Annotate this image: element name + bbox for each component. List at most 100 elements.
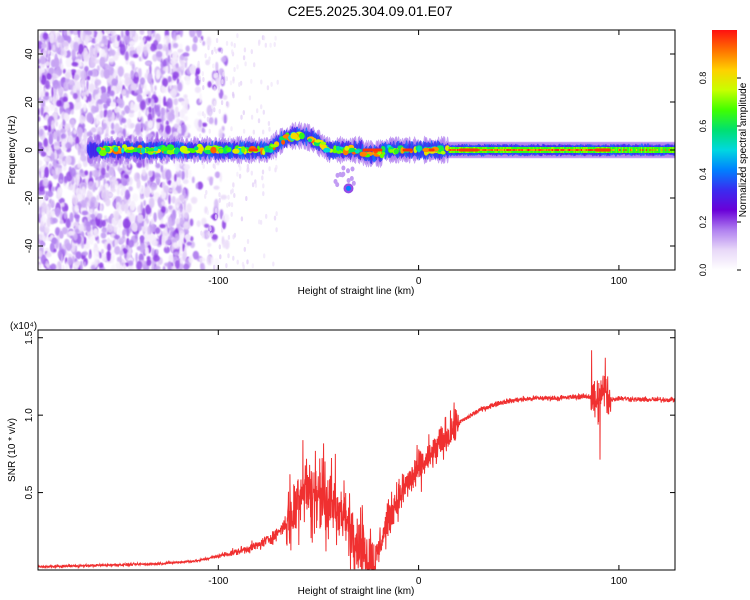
noise-speckle	[236, 33, 239, 39]
strong-line-core	[594, 149, 596, 151]
noise-speckle	[170, 181, 177, 189]
noise-speckle	[219, 254, 222, 260]
noise-speckle	[172, 71, 179, 79]
noise-speckle	[45, 60, 50, 67]
noise-speckle	[116, 187, 120, 196]
strong-line-segment	[657, 147, 660, 153]
noise-speckle	[62, 41, 69, 47]
noise-speckle	[172, 42, 179, 49]
noise-speckle	[150, 182, 158, 191]
noise-speckle	[130, 101, 135, 111]
noise-speckle	[94, 79, 102, 86]
noise-speckle	[75, 81, 82, 91]
noise-speckle	[110, 122, 115, 130]
noise-speckle	[192, 250, 199, 260]
noise-speckle	[108, 109, 113, 115]
noise-speckle	[39, 101, 42, 106]
spectrogram-ytick-label: 40	[24, 48, 35, 60]
strong-line-core	[665, 149, 667, 151]
noise-speckle	[55, 121, 58, 127]
noise-speckle	[250, 114, 254, 120]
noise-speckle	[220, 100, 224, 106]
noise-speckle	[45, 91, 49, 97]
noise-speckle	[128, 260, 134, 266]
noise-speckle	[70, 247, 76, 253]
noise-speckle	[46, 73, 52, 80]
noise-speckle	[73, 41, 79, 52]
noise-speckle	[139, 77, 146, 85]
strong-line-core	[528, 149, 530, 151]
noise-speckle	[64, 123, 70, 132]
strong-line-core	[488, 149, 490, 151]
band-blob	[307, 138, 312, 142]
band-blob	[314, 139, 321, 143]
noise-speckle	[227, 194, 230, 200]
lower-trail-speckle	[351, 180, 356, 186]
noise-speckle	[230, 211, 233, 217]
noise-speckle	[226, 202, 229, 208]
band-blob	[160, 147, 168, 151]
noise-speckle	[163, 96, 167, 107]
noise-speckle	[181, 125, 186, 136]
band-blob	[166, 149, 175, 155]
noise-speckle	[109, 90, 115, 97]
band-blob	[335, 145, 341, 151]
noise-speckle	[220, 48, 224, 54]
noise-speckle	[57, 250, 63, 259]
noise-speckle	[89, 56, 97, 68]
noise-speckle	[88, 83, 96, 93]
noise-speckle	[115, 201, 121, 212]
strong-line-core	[579, 149, 582, 151]
noise-speckle	[231, 91, 235, 97]
strong-line-core	[502, 149, 505, 151]
noise-speckle	[86, 238, 92, 245]
strong-line-core	[541, 149, 543, 151]
strong-line-segment	[640, 147, 643, 153]
noise-speckle	[179, 194, 185, 202]
noise-speckle	[125, 30, 130, 37]
noise-speckle	[95, 115, 100, 125]
noise-speckle	[43, 156, 51, 162]
noise-speckle	[207, 230, 211, 236]
noise-speckle	[197, 60, 200, 66]
noise-speckle	[136, 179, 141, 189]
noise-speckle	[139, 35, 143, 41]
noise-speckle	[69, 212, 74, 223]
noise-speckle	[130, 200, 136, 211]
noise-speckle	[130, 83, 137, 91]
noise-speckle	[250, 78, 253, 84]
noise-speckle	[207, 248, 210, 254]
strong-line-core	[514, 149, 517, 151]
noise-speckle	[260, 79, 263, 85]
strong-line-core	[584, 149, 587, 151]
noise-speckle	[189, 236, 194, 242]
noise-speckle	[203, 113, 206, 119]
noise-speckle	[151, 107, 155, 119]
strong-line-core	[631, 149, 633, 151]
noise-speckle	[46, 217, 51, 228]
noise-speckle	[120, 30, 124, 38]
noise-speckle	[40, 91, 46, 97]
strong-line-segment	[615, 147, 618, 153]
noise-speckle	[273, 215, 277, 221]
band-blob	[262, 149, 266, 156]
noise-speckle	[50, 263, 57, 270]
strong-line-core	[516, 149, 518, 151]
noise-speckle	[210, 256, 214, 266]
noise-speckle	[53, 130, 57, 139]
strong-line-core	[448, 149, 451, 151]
noise-speckle	[223, 114, 227, 124]
noise-speckle	[243, 246, 246, 252]
strong-line-core	[500, 149, 502, 151]
noise-speckle	[83, 242, 90, 250]
noise-speckle	[96, 213, 101, 220]
strong-line-core	[452, 149, 454, 151]
noise-speckle	[175, 30, 180, 34]
noise-speckle	[99, 49, 106, 58]
noise-speckle	[196, 181, 204, 190]
noise-speckle	[227, 253, 230, 259]
noise-speckle	[81, 186, 86, 197]
strong-line-core	[564, 149, 566, 151]
noise-speckle	[171, 88, 177, 99]
noise-speckle	[246, 239, 250, 244]
